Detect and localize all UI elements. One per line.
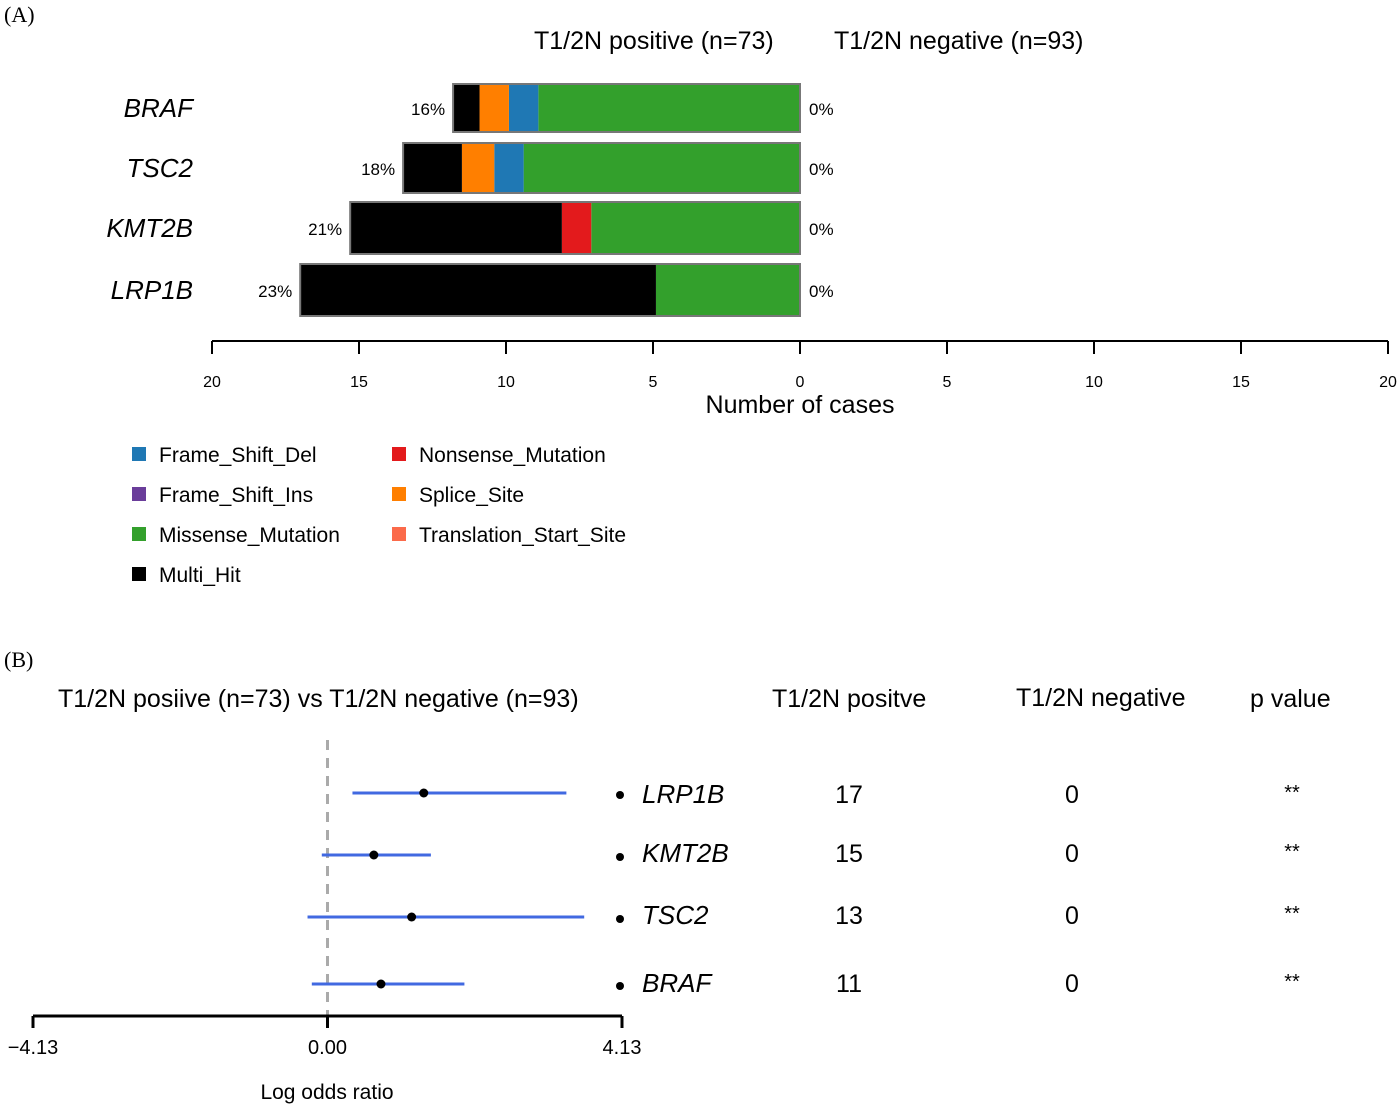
bar-outline-braf	[452, 83, 801, 133]
bar-segment-missense-mutation-tsc2	[523, 143, 800, 193]
panel-b-title: T1/2N posiive (n=73) vs T1/2N negative (…	[58, 685, 579, 713]
legend-swatch	[132, 527, 146, 541]
stacked-bar-chart: 16% 0% BRAF 18% 0% TSC2 21% 0% KMT2B 23% 0% LRP1B 20…	[106, 83, 1397, 391]
bar-outline-lrp1b	[299, 263, 801, 317]
bar-outline-tsc2	[402, 142, 801, 194]
legend-swatch	[392, 487, 406, 501]
negative-count: 0	[1065, 970, 1079, 998]
negative-count: 0	[1065, 902, 1079, 930]
legend-label: Frame_Shift_Ins	[159, 484, 313, 507]
x-tick-label: 15	[350, 374, 368, 391]
bar-segment-splice-site-tsc2	[461, 143, 495, 193]
x-tick-label: 0	[796, 374, 805, 391]
bar-segment-multi-hit-kmt2b	[350, 202, 562, 254]
legend-label: Frame_Shift_Del	[159, 444, 317, 467]
bar-segment-missense-mutation-lrp1b	[655, 264, 800, 316]
percent-label-negative: 0%	[809, 160, 834, 179]
percent-label-positive: 18%	[361, 160, 395, 179]
x-tick-label: 10	[497, 374, 515, 391]
p-value-stars: **	[1284, 841, 1300, 863]
x-tick-label: 4.13	[603, 1037, 642, 1059]
estimate-point-tsc2	[407, 912, 417, 922]
bar-segment-multi-hit-lrp1b	[300, 264, 656, 316]
legend-label: Splice_Site	[419, 484, 524, 507]
x-tick-label: 5	[943, 374, 952, 391]
legend: Frame_Shift_Del Frame_Shift_Ins Missense_M…	[132, 444, 626, 587]
bar-segment-frame-shift-del-tsc2	[494, 143, 524, 193]
percent-label-negative: 0%	[809, 100, 834, 119]
x-tick-label: 5	[649, 374, 658, 391]
estimate-point-lrp1b	[419, 788, 429, 798]
percent-label-negative: 0%	[809, 282, 834, 301]
p-value-stars: **	[1284, 782, 1300, 804]
legend-swatch	[132, 447, 146, 461]
panel-b-label: (B)	[4, 647, 33, 672]
legend-label: Translation_Start_Site	[419, 524, 626, 547]
row-bullet	[616, 853, 624, 861]
gene-label-lrp1b: LRP1B	[642, 779, 724, 809]
bar-segment-nonsense-mutation-kmt2b	[561, 202, 592, 254]
x-tick-label: 0.00	[308, 1037, 347, 1059]
gene-label-kmt2b: KMT2B	[642, 838, 729, 868]
gene-label-tsc2: TSC2	[127, 153, 194, 183]
x-tick-label: 20	[203, 374, 221, 391]
percent-label-positive: 21%	[308, 220, 342, 239]
positive-count: 11	[836, 970, 862, 998]
gene-label-kmt2b: KMT2B	[106, 213, 193, 243]
x-tick-label: −4.13	[8, 1037, 59, 1059]
forest-plot: LRP1B 17 0 ** KMT2B 15 0 ** TSC2 13 0 ** BRAF 11 0 ** −4…	[8, 740, 1300, 1059]
bar-segment-multi-hit-tsc2	[403, 143, 462, 193]
column-header-positive: T1/2N positve	[772, 685, 926, 713]
positive-count: 13	[835, 902, 863, 930]
x-tick-label: 10	[1085, 374, 1103, 391]
x-tick-label: 15	[1232, 374, 1250, 391]
legend-swatch	[132, 567, 146, 581]
gene-label-braf: BRAF	[124, 93, 195, 123]
bar-segment-frame-shift-del-braf	[508, 84, 539, 132]
negative-count: 0	[1065, 840, 1079, 868]
gene-label-tsc2: TSC2	[642, 900, 709, 930]
column-header-negative: T1/2N negative	[1016, 684, 1186, 712]
legend-label: Missense_Mutation	[159, 524, 340, 547]
panel-a-header-positive: T1/2N positive (n=73)	[534, 27, 774, 55]
gene-label-lrp1b: LRP1B	[111, 275, 193, 305]
p-value-stars: **	[1284, 971, 1300, 993]
percent-label-positive: 23%	[258, 282, 292, 301]
percent-label-positive: 16%	[411, 100, 445, 119]
bar-segment-missense-mutation-kmt2b	[591, 202, 800, 254]
panel-a-header-negative: T1/2N negative (n=93)	[834, 27, 1083, 55]
bar-segment-missense-mutation-braf	[538, 84, 800, 132]
row-bullet	[616, 982, 624, 990]
row-bullet	[616, 791, 624, 799]
estimate-point-braf	[376, 979, 386, 989]
column-header-p-value: p value	[1250, 685, 1331, 713]
positive-count: 15	[835, 840, 863, 868]
legend-swatch	[392, 447, 406, 461]
positive-count: 17	[835, 781, 863, 809]
p-value-stars: **	[1284, 903, 1300, 925]
percent-label-negative: 0%	[809, 220, 834, 239]
panel-a-label: (A)	[4, 2, 35, 27]
bar-outline-kmt2b	[349, 201, 801, 255]
bar-segment-splice-site-braf	[479, 84, 509, 132]
estimate-point-kmt2b	[369, 850, 379, 860]
negative-count: 0	[1065, 781, 1079, 809]
panel-a-x-axis-label: Number of cases	[706, 391, 895, 419]
x-tick-label: 20	[1379, 374, 1397, 391]
legend-swatch	[392, 527, 406, 541]
legend-label: Multi_Hit	[159, 564, 241, 587]
legend-swatch	[132, 487, 146, 501]
panel-b-x-axis-label: Log odds ratio	[260, 1081, 393, 1104]
legend-label: Nonsense_Mutation	[419, 444, 606, 467]
gene-label-braf: BRAF	[642, 968, 713, 998]
bar-segment-multi-hit-braf	[453, 84, 480, 132]
row-bullet	[616, 915, 624, 923]
